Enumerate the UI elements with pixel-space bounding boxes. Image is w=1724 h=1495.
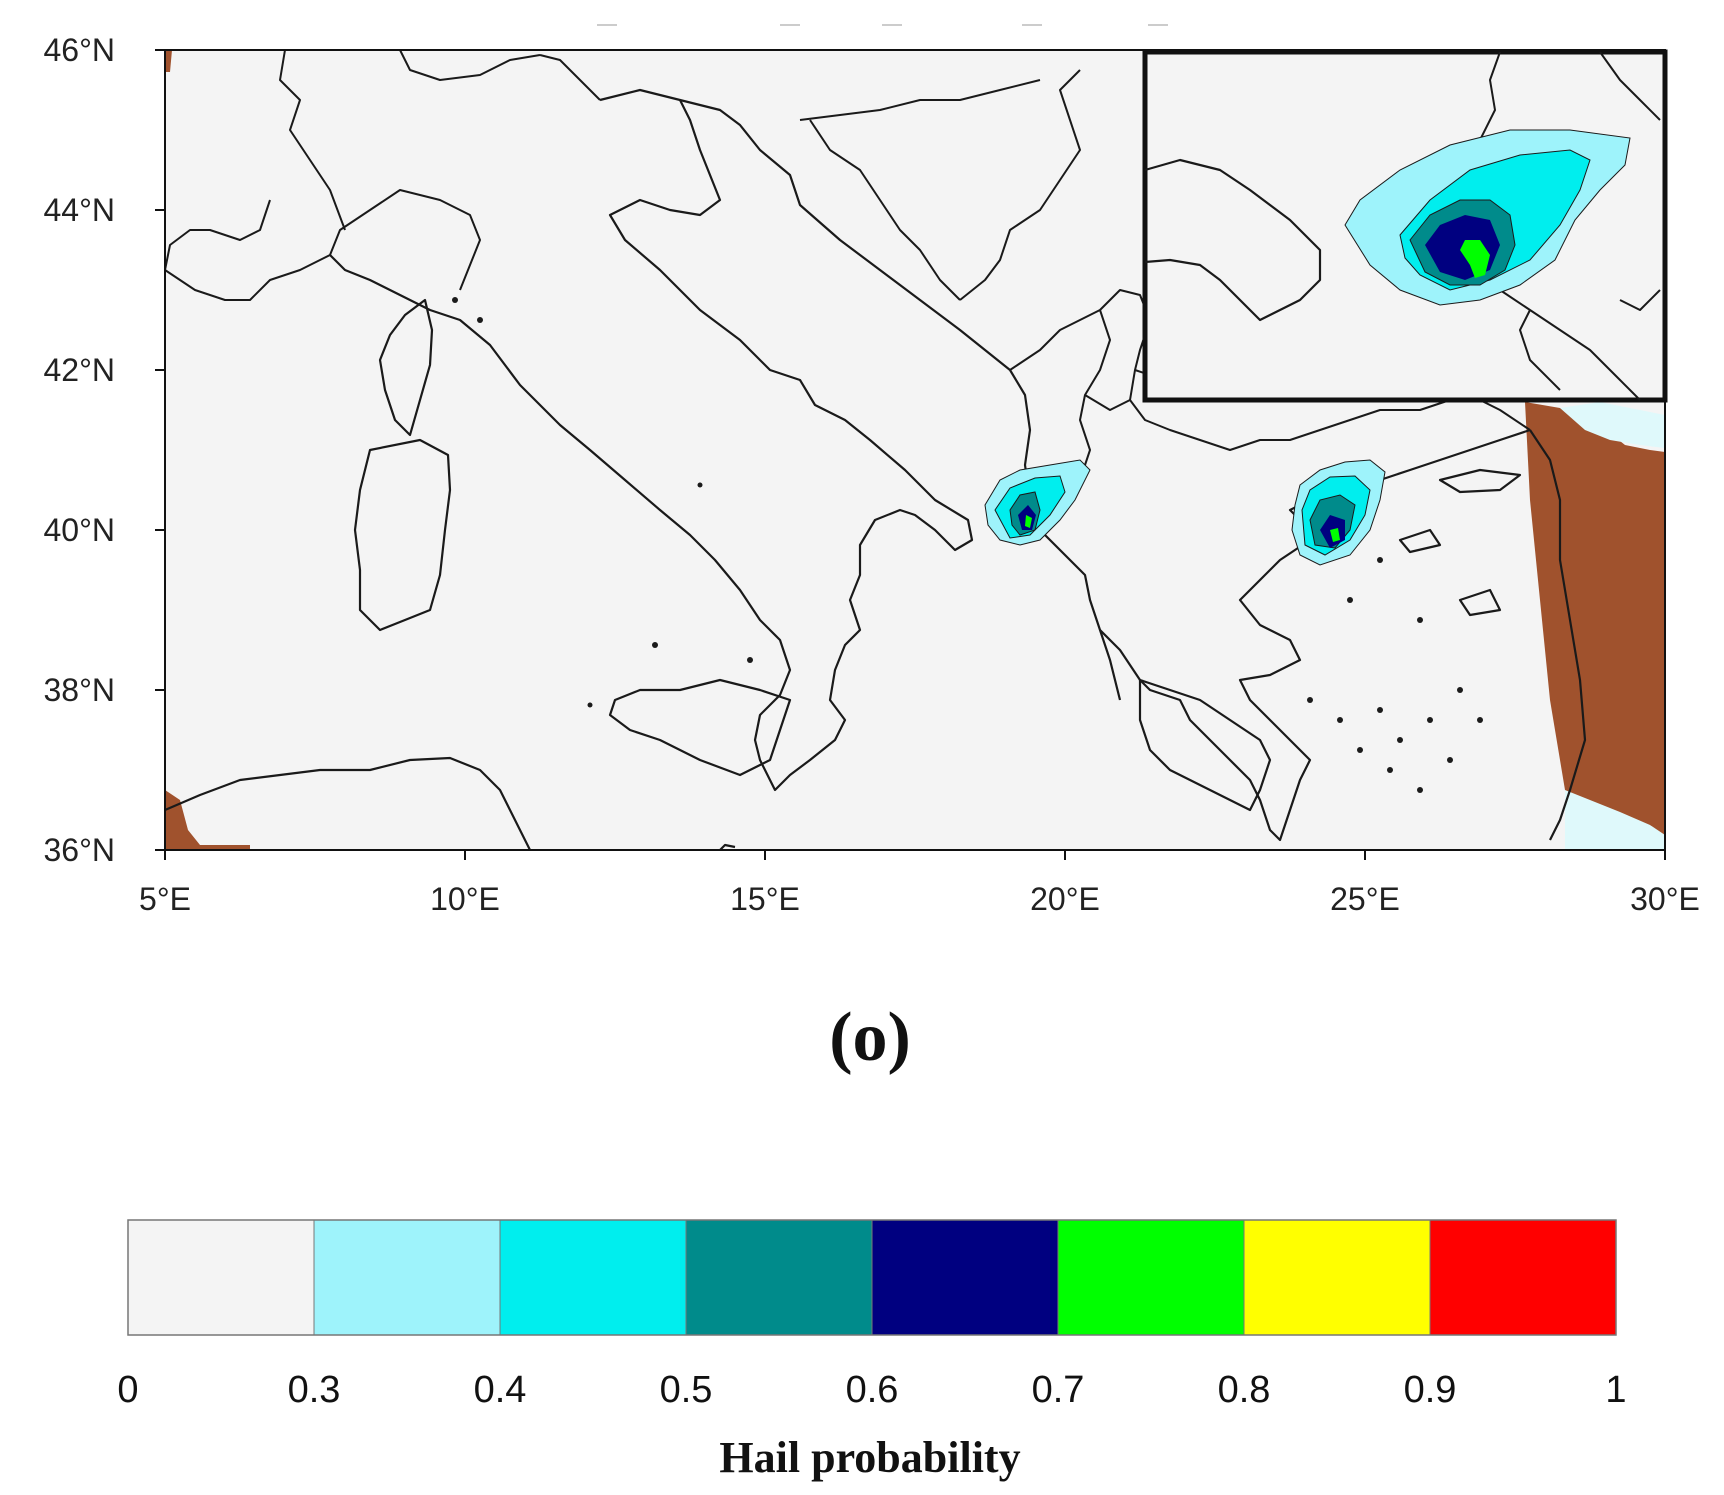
panel-label: (o) bbox=[829, 999, 911, 1076]
colorbar-tick-label: 1 bbox=[1605, 1369, 1626, 1411]
inset-zoom-box bbox=[1142, 49, 1668, 403]
map-panel: 5°E 10°E 15°E 20°E 25°E 30°E 46°N 44°N 42°N 40°N… bbox=[44, 32, 1700, 917]
lon-tick-label: 5°E bbox=[139, 881, 191, 917]
corsica-coastline bbox=[378, 298, 434, 437]
lon-tick-label: 25°E bbox=[1330, 881, 1400, 917]
north-africa-coastline bbox=[164, 756, 531, 851]
peloponnese-coastline bbox=[1138, 678, 1272, 812]
lat-tick-label: 44°N bbox=[44, 192, 116, 228]
colorbar-tick-labels: 0 0.3 0.4 0.5 0.6 0.7 0.8 0.9 1 bbox=[117, 1369, 1626, 1411]
longitude-axis: 5°E 10°E 15°E 20°E 25°E 30°E bbox=[139, 850, 1700, 917]
sicily-coastline bbox=[608, 678, 792, 777]
colorbar-tick-label: 0.9 bbox=[1404, 1369, 1457, 1411]
italy-coastline bbox=[329, 88, 974, 792]
lat-tick-label: 46°N bbox=[44, 32, 116, 68]
colorbar-tick-label: 0.8 bbox=[1218, 1369, 1271, 1411]
lat-tick-label: 38°N bbox=[44, 672, 116, 708]
hail-contour-greece bbox=[1291, 459, 1386, 566]
lat-tick-label: 42°N bbox=[44, 352, 116, 388]
lat-tick-label: 40°N bbox=[44, 512, 116, 548]
anatolia-coastline bbox=[1529, 429, 1587, 841]
colorbar-bin bbox=[871, 1219, 1059, 1336]
colorbar: 0 0.3 0.4 0.5 0.6 0.7 0.8 0.9 1 Hail probability bbox=[117, 1219, 1627, 1482]
colorbar-bin bbox=[1243, 1219, 1431, 1336]
colorbar-tick-label: 0.4 bbox=[474, 1369, 527, 1411]
map-frame bbox=[164, 49, 1666, 851]
hail-contour-albania bbox=[984, 459, 1091, 546]
lon-tick-label: 20°E bbox=[1030, 881, 1100, 917]
colorbar-title: Hail probability bbox=[719, 1433, 1020, 1482]
colorbar-tick-label: 0.3 bbox=[288, 1369, 341, 1411]
colorbar-frame bbox=[127, 1219, 1617, 1336]
colorbar-bin bbox=[1057, 1219, 1245, 1336]
lon-tick-label: 15°E bbox=[730, 881, 800, 917]
colorbar-bin bbox=[1429, 1219, 1617, 1336]
colorbar-tick-label: 0 bbox=[117, 1369, 138, 1411]
colorbar-bin bbox=[499, 1219, 687, 1336]
lon-tick-label: 30°E bbox=[1630, 881, 1700, 917]
colorbar-tick-label: 0.6 bbox=[846, 1369, 899, 1411]
latitude-axis: 46°N 44°N 42°N 40°N 38°N 36°N bbox=[44, 32, 165, 868]
colorbar-bin bbox=[313, 1219, 501, 1336]
colorbar-tick-label: 0.7 bbox=[1032, 1369, 1085, 1411]
colorbar-bins bbox=[127, 1219, 1617, 1336]
lon-tick-label: 10°E bbox=[430, 881, 500, 917]
colorbar-bin bbox=[685, 1219, 873, 1336]
colorbar-bin bbox=[127, 1219, 315, 1336]
lat-tick-label: 36°N bbox=[44, 832, 116, 868]
libya-coastline bbox=[719, 843, 736, 851]
colorbar-tick-label: 0.5 bbox=[660, 1369, 713, 1411]
sardinia-coastline bbox=[353, 438, 452, 632]
